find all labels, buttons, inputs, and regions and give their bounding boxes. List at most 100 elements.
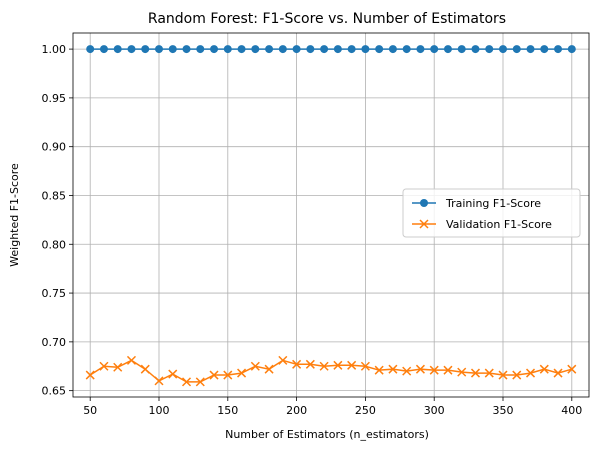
validation-f1-score-point: [429, 365, 439, 375]
training-f1-score-point: [567, 45, 576, 54]
training-f1-score-point: [388, 45, 397, 54]
x-axis-label: Number of Estimators (n_estimators): [225, 428, 429, 441]
y-tick-label: 1.00: [42, 43, 67, 56]
validation-f1-score-point: [333, 360, 343, 370]
training-f1-score-point: [540, 45, 549, 54]
y-axis-label: Weighted F1-Score: [8, 163, 21, 267]
training-f1-score-point: [416, 45, 425, 54]
validation-f1-score-point: [85, 370, 95, 380]
chart-title: Random Forest: F1-Score vs. Number of Es…: [148, 11, 506, 27]
training-f1-score-point: [99, 45, 108, 54]
validation-f1-score-point: [264, 364, 274, 374]
training-f1-score-point: [278, 45, 287, 54]
training-f1-score-point: [485, 45, 494, 54]
validation-f1-score-point: [457, 367, 467, 377]
training-f1-score-point: [457, 45, 466, 54]
validation-f1-score-point: [374, 365, 384, 375]
x-tick-label: 50: [83, 404, 97, 417]
training-f1-score-point: [333, 45, 342, 54]
training-f1-score-point: [292, 45, 301, 54]
training-f1-score-point: [210, 45, 219, 54]
x-axis-ticks: 50 100 150 200 250 300 350 400: [83, 397, 582, 417]
x-tick-label: 300: [424, 404, 445, 417]
validation-f1-score-point: [498, 370, 508, 380]
y-tick-label: 0.70: [42, 336, 67, 349]
training-f1-score-point: [554, 45, 563, 54]
training-f1-score-point: [347, 45, 356, 54]
legend: Training F1-Score Validation F1-Score: [402, 188, 581, 238]
validation-f1-score-point: [305, 359, 315, 369]
plot-frame: [72, 32, 590, 398]
training-f1-score-point: [251, 45, 260, 54]
validation-f1-score-point: [154, 376, 164, 386]
validation-f1-score-point: [484, 368, 494, 378]
validation-f1-score-point: [168, 369, 178, 379]
training-f1-score-point: [320, 45, 329, 54]
legend-box: [402, 188, 581, 238]
legend-validation-label: Validation F1-Score: [446, 218, 552, 231]
y-tick-label: 0.85: [42, 189, 67, 202]
validation-f1-score-point: [237, 368, 247, 378]
training-f1-score-point: [168, 45, 177, 54]
y-tick-label: 0.95: [42, 92, 67, 105]
validation-f1-score-point: [402, 366, 412, 376]
validation-f1-score-point: [223, 370, 233, 380]
validation-f1-score-point: [113, 362, 123, 372]
x-tick-label: 400: [561, 404, 582, 417]
training-f1-score-point: [196, 45, 205, 54]
validation-f1-score-point: [126, 355, 137, 365]
legend-validation-marker: [419, 219, 429, 229]
validation-f1-score-point: [278, 355, 288, 365]
validation-f1-score-point: [512, 370, 522, 380]
training-f1-score-point: [265, 45, 274, 54]
validation-f1-score-point: [388, 364, 398, 374]
validation-f1-score-point: [319, 361, 329, 371]
validation-f1-score-point: [99, 361, 109, 371]
training-f1-score-point: [223, 45, 232, 54]
validation-f1-score-point: [443, 365, 453, 375]
validation-f1-score-point: [539, 364, 549, 374]
validation-f1-score-point: [553, 368, 563, 378]
training-f1-score-point: [361, 45, 370, 54]
y-tick-label: 0.65: [42, 385, 67, 398]
training-f1-score-point: [141, 45, 150, 54]
training-f1-score-point: [113, 45, 122, 54]
validation-f1-score-point: [250, 361, 260, 371]
training-f1-score-point: [155, 45, 163, 54]
training-f1-score-point: [499, 45, 507, 54]
training-f1-score-point: [402, 45, 411, 54]
validation-f1-score-point: [292, 359, 302, 369]
validation-f1-score-point: [209, 370, 219, 380]
validation-f1-score-point: [470, 368, 481, 378]
training-f1-score-point: [512, 45, 521, 54]
y-tick-label: 0.80: [42, 238, 67, 251]
training-f1-score-point: [182, 45, 191, 54]
training-f1-score-point: [127, 45, 136, 54]
training-f1-score-point: [443, 45, 452, 54]
validation-f1-score-point: [415, 364, 425, 374]
validation-f1-score-point: [181, 377, 192, 387]
validation-f1-score-point: [347, 360, 357, 370]
x-tick-label: 100: [149, 404, 170, 417]
y-tick-label: 0.90: [42, 141, 67, 154]
x-tick-label: 350: [493, 404, 514, 417]
y-tick-label: 0.75: [42, 287, 67, 300]
legend-training-label: Training F1-Score: [445, 197, 541, 210]
validation-f1-score-point: [360, 361, 370, 371]
validation-f1-score-point: [567, 364, 577, 374]
training-f1-score-point: [237, 45, 246, 54]
training-f1-score-point: [430, 45, 439, 54]
training-f1-score-point: [526, 45, 535, 54]
training-f1-score-point: [471, 45, 480, 54]
x-tick-label: 150: [217, 404, 238, 417]
legend-training-marker: [420, 199, 428, 207]
training-f1-score-point: [86, 45, 95, 54]
x-tick-label: 250: [355, 404, 376, 417]
training-f1-score-point: [306, 45, 315, 54]
x-tick-label: 200: [286, 404, 307, 417]
training-f1-score-point: [375, 45, 384, 54]
validation-f1-score-point: [525, 368, 536, 378]
validation-f1-score-line: [89, 359, 573, 383]
validation-f1-score-point: [195, 377, 205, 387]
